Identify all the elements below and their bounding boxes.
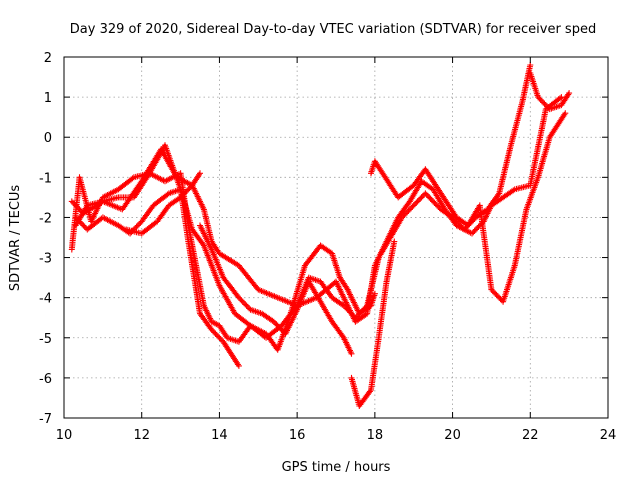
x-tick-label: 10 [56, 428, 73, 443]
y-tick-label: 1 [44, 91, 52, 106]
series-track-e [123, 170, 203, 237]
y-tick-label: 0 [44, 131, 52, 146]
point-markers [527, 70, 573, 113]
x-tick-label: 14 [211, 428, 228, 443]
x-tick-label: 20 [444, 428, 461, 443]
series-track-f [197, 222, 355, 357]
point-markers [197, 222, 355, 357]
series-track-g [348, 238, 398, 409]
y-axis-label: SDTVAR / TECUs [8, 185, 23, 292]
y-tick-label: -2 [39, 211, 52, 226]
point-markers [348, 238, 398, 409]
x-tick-label: 18 [367, 428, 384, 443]
x-tick-label: 24 [600, 428, 617, 443]
x-axis-label: GPS time / hours [282, 460, 391, 475]
plot-frame [63, 56, 609, 419]
y-tick-label: -6 [39, 372, 52, 387]
y-tick-label: -5 [39, 332, 52, 347]
y-tick-label: -3 [39, 252, 52, 267]
x-tick-label: 12 [133, 428, 150, 443]
y-tick-label: 2 [44, 51, 52, 66]
point-markers [368, 110, 569, 305]
y-tick-label: -4 [39, 292, 52, 307]
data-layer [68, 62, 573, 409]
chart-title: Day 329 of 2020, Sidereal Day-to-day VTE… [70, 22, 596, 37]
series-track-h [368, 110, 569, 305]
y-tick-label: -1 [39, 171, 52, 186]
x-tick-label: 22 [522, 428, 539, 443]
y-tick-label: -7 [39, 412, 52, 427]
point-markers [123, 170, 203, 237]
series-track-i [527, 70, 573, 113]
x-tick-label: 16 [289, 428, 306, 443]
